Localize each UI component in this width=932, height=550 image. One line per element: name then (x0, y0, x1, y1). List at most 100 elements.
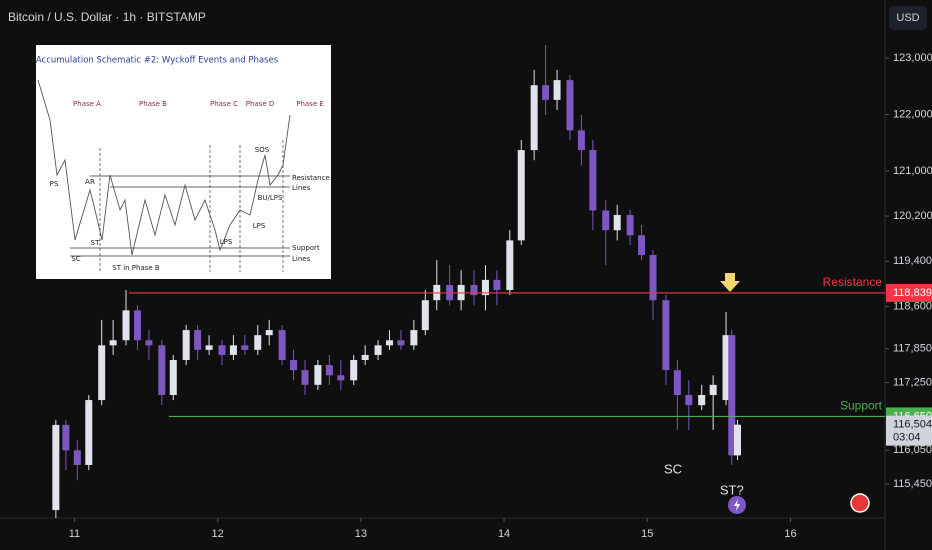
candle-body (158, 345, 166, 395)
currency-button[interactable] (889, 6, 927, 30)
annotation: SC (664, 461, 682, 476)
inset-title: Accumulation Schematic #2: Wyckoff Event… (36, 56, 279, 66)
candle-body (325, 365, 333, 376)
inset-schematic: Accumulation Schematic #2: Wyckoff Event… (36, 45, 331, 279)
y-tick-label: 117,250 (893, 376, 932, 388)
arrow-marker (720, 273, 740, 292)
candle-body (133, 310, 141, 341)
candle-body (589, 150, 597, 211)
x-tick-label: 11 (69, 528, 80, 540)
annotation: ST? (720, 482, 744, 497)
candle-body (374, 345, 382, 355)
candle-body (613, 214, 621, 231)
candle-body (73, 450, 81, 465)
currency[interactable]: USD (896, 12, 919, 24)
candle-body (350, 360, 358, 381)
line-label: Lines (292, 255, 311, 263)
candle-body (481, 279, 489, 296)
candle-body (493, 279, 501, 291)
candle-body (577, 130, 585, 151)
level-label: Support (840, 399, 883, 413)
y-tick-label: 122,000 (893, 108, 932, 120)
event-label: BU/LPS (258, 194, 283, 202)
level-tag-label: 118,839 (893, 287, 932, 299)
level-label: Resistance (823, 275, 883, 289)
candle-body (254, 335, 262, 350)
event-label: PS (50, 180, 59, 188)
x-tick-label: 15 (641, 528, 653, 540)
candle-body (602, 210, 610, 231)
candle-body (109, 340, 117, 346)
line-label: Lines (292, 184, 311, 192)
candle-body (229, 345, 237, 355)
candle-body (722, 335, 730, 401)
candle-body (98, 345, 106, 401)
candle-body (410, 330, 418, 346)
candle-body (649, 255, 657, 301)
line-label: Support (292, 244, 320, 252)
candle-body (638, 235, 646, 256)
candle-body (685, 394, 693, 406)
y-tick-label: 115,450 (893, 478, 932, 490)
candle-body (553, 80, 561, 100)
phase-label: Phase A (73, 100, 101, 108)
y-tick-label: 123,000 (893, 52, 932, 64)
y-tick-label: 118,600 (893, 300, 932, 312)
candle-body (169, 360, 177, 395)
phase-label: Phase C (210, 100, 238, 108)
y-tick-label: 117,850 (893, 343, 932, 355)
candle-body (145, 340, 153, 346)
candle-body (194, 330, 202, 350)
candle-body (517, 150, 525, 241)
schematic-path (37, 79, 291, 256)
candle-body (241, 345, 249, 350)
candle-body (301, 370, 309, 385)
x-tick-label: 13 (355, 528, 367, 540)
x-tick-label: 16 (784, 528, 796, 540)
range-lines (70, 175, 290, 257)
candle-body (709, 384, 717, 395)
candle-body (182, 330, 190, 361)
candle-body (52, 424, 60, 511)
candle-body (122, 310, 130, 341)
candle-body (314, 365, 322, 385)
candle-body (673, 370, 681, 395)
candle-body (566, 80, 574, 131)
candle-body (470, 284, 478, 296)
event-label: AR (85, 178, 95, 186)
candle-body (290, 360, 298, 371)
phase-label: Phase D (246, 100, 275, 108)
event-label: LPS (220, 238, 233, 246)
candle-body (218, 345, 226, 355)
event-label: ST in Phase B (112, 264, 160, 272)
level-tag (886, 283, 932, 302)
candle-body (662, 300, 670, 371)
candle-body (386, 340, 394, 346)
last-price: 116,504 (893, 419, 932, 431)
candle-body (542, 85, 550, 100)
flag-icon[interactable] (850, 493, 870, 513)
candle-body (698, 394, 706, 406)
candle-body (265, 330, 273, 336)
event-label: ST (91, 239, 100, 247)
y-tick-label: 120,200 (893, 210, 932, 222)
x-tick-label: 14 (498, 528, 510, 540)
candle-body (421, 300, 429, 331)
candle-body (506, 240, 514, 291)
line-label: Resistance (292, 174, 330, 182)
candle-body (361, 354, 369, 361)
phase-label: Phase B (139, 100, 167, 108)
candle-body (530, 85, 538, 151)
countdown: 03:04 (893, 432, 921, 444)
event-icon-glyph (734, 499, 740, 511)
event-label: SOS (255, 146, 270, 154)
candle-body (397, 340, 405, 346)
candle-body (337, 375, 345, 381)
event-label: SC (71, 255, 80, 263)
candle-body (626, 214, 634, 236)
candle-body (728, 335, 736, 456)
candle-body (205, 345, 213, 350)
candle-body (62, 424, 70, 451)
y-tick-label: 116,050 (893, 444, 932, 456)
